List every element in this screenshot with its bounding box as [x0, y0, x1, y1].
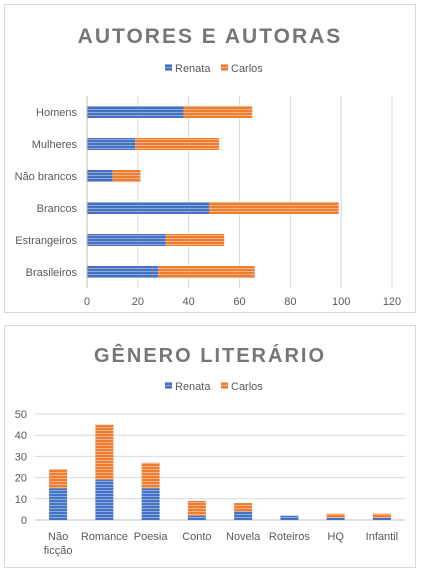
bar-carlos-hq [326, 513, 345, 518]
x-tick-label: Não ficção [44, 531, 73, 557]
chart-legend: Renata Carlos [165, 381, 263, 393]
bar-renata-hq [326, 517, 345, 520]
y-tick-label: Mulheres [32, 139, 78, 151]
chart-panel-genero: GÊNERO LITERÁRIO Renata Carlos 0 10 20 30 40… [4, 325, 416, 568]
x-tick-label: 80 [284, 296, 296, 308]
bar-renata-brancos [87, 202, 209, 214]
bar-renata-roteiros [280, 515, 299, 520]
bar-renata-mulheres [87, 138, 136, 150]
chart-legend: Renata Carlos [165, 63, 263, 75]
bar-carlos-nao-brancos [112, 170, 141, 182]
y-tick-label: 0 [21, 515, 27, 527]
y-tick-label: 10 [15, 494, 27, 506]
bar-renata-novela [234, 511, 253, 520]
x-tick-label: HQ [327, 531, 344, 543]
bar-renata-homens [87, 106, 184, 118]
x-tick-label: 40 [183, 296, 195, 308]
x-tick-label: 0 [84, 296, 90, 308]
y-tick-label: 30 [15, 451, 27, 463]
y-tick-label: Não brancos [15, 171, 78, 183]
y-tick-label: 20 [15, 473, 27, 485]
legend-swatch-carlos [221, 382, 228, 389]
y-tick-label: 40 [15, 430, 27, 442]
bar-renata-infantil [372, 517, 391, 520]
x-tick-label: 100 [332, 296, 350, 308]
bar-carlos-novela [234, 503, 253, 512]
legend-label-carlos: Carlos [231, 63, 263, 75]
plot-area: 0 10 20 30 40 50 Não ficção Romance Poesia Conto No… [15, 409, 405, 557]
x-tick-label: Roteiros [269, 531, 310, 543]
bar-carlos-nao-ficcao [49, 469, 68, 489]
x-tick-label: Infantil [366, 531, 398, 543]
bar-carlos-homens [183, 106, 253, 118]
y-tick-label: 50 [15, 409, 27, 421]
chart-genero-svg: GÊNERO LITERÁRIO Renata Carlos 0 10 20 30 40… [15, 343, 405, 557]
legend-label-renata: Renata [175, 381, 211, 393]
legend-swatch-renata [165, 382, 172, 389]
bar-carlos-romance [95, 424, 114, 480]
bar-renata-conto [187, 515, 206, 520]
x-tick-label: Romance [81, 531, 128, 543]
legend-swatch-carlos [221, 64, 228, 71]
bar-renata-brasileiros [87, 266, 159, 278]
bar-renata-romance [95, 479, 114, 520]
bar-renata-estrangeiros [87, 234, 166, 246]
x-tick-label: Conto [182, 531, 211, 543]
plot-area: 0 20 40 60 80 100 120 Homens Mulheres Não brancos… [15, 96, 401, 308]
chart-title: GÊNERO LITERÁRIO [94, 343, 326, 367]
y-tick-label: Estrangeiros [15, 235, 77, 247]
bar-renata-nao-brancos [87, 170, 113, 182]
x-tick-label: 20 [132, 296, 144, 308]
x-tick-label: Novela [226, 531, 261, 543]
bar-carlos-infantil [372, 513, 391, 518]
x-tick-label: Poesia [134, 531, 169, 543]
y-tick-label: Homens [36, 107, 77, 119]
legend-label-renata: Renata [175, 63, 211, 75]
bar-carlos-poesia [141, 462, 160, 489]
x-tick-label: 120 [383, 296, 401, 308]
y-tick-label: Brasileiros [26, 267, 78, 279]
chart-title: AUTORES E AUTORAS [78, 25, 343, 48]
bar-renata-poesia [141, 488, 160, 520]
chart-autores-svg: AUTORES E AUTORAS Renata Carlos 0 20 40 60 8… [15, 25, 402, 308]
legend-label-carlos: Carlos [231, 381, 263, 393]
bar-carlos-brasileiros [158, 266, 255, 278]
y-tick-label: Brancos [37, 203, 78, 215]
bar-carlos-conto [187, 500, 206, 516]
bar-renata-nao-ficcao [49, 488, 68, 520]
bar-carlos-brancos [209, 202, 339, 214]
legend-swatch-renata [165, 64, 172, 71]
x-tick-label: 60 [233, 296, 245, 308]
bar-carlos-mulheres [135, 138, 220, 150]
bar-carlos-estrangeiros [165, 234, 225, 246]
chart-panel-autores: AUTORES E AUTORAS Renata Carlos 0 20 40 60 8… [4, 4, 416, 313]
